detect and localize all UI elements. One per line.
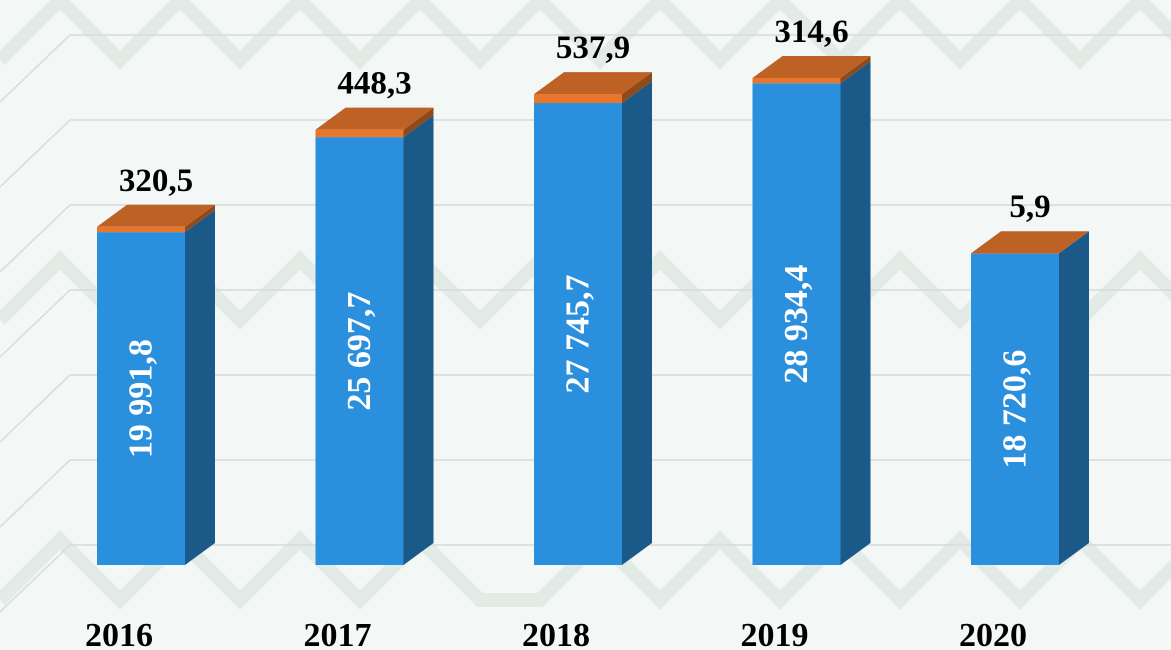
bar-top <box>315 107 434 130</box>
bar <box>315 129 404 138</box>
value-label: 28 934,4 <box>778 265 815 384</box>
x-tick-label: 2016 <box>85 617 153 650</box>
bar-side <box>1059 231 1089 254</box>
bar-side <box>185 210 215 565</box>
x-tick-label: 2018 <box>522 617 590 650</box>
value-label: 314,6 <box>774 14 848 50</box>
bar-side <box>403 107 434 138</box>
bar-top <box>97 204 215 227</box>
bar <box>534 103 622 566</box>
bar-top <box>534 72 652 95</box>
value-label: 537,9 <box>556 30 630 66</box>
bar-top <box>752 56 871 78</box>
x-tick-label: 2017 <box>304 617 372 650</box>
bar <box>752 83 841 566</box>
value-label: 25 697,7 <box>341 292 378 411</box>
bar-side <box>403 115 434 566</box>
bar-top <box>971 231 1089 254</box>
value-label: 18 720,6 <box>997 350 1034 469</box>
value-label: 320,5 <box>119 163 193 199</box>
bar <box>315 137 404 566</box>
value-label: 5,9 <box>1009 189 1050 225</box>
bar-side <box>840 56 871 84</box>
bar-side <box>1059 231 1089 565</box>
value-label: 448,3 <box>337 66 411 102</box>
x-tick-label: 2020 <box>959 617 1027 650</box>
value-label: 27 745,7 <box>560 275 597 394</box>
x-tick-label: 2019 <box>741 617 809 650</box>
bar-side <box>840 61 871 566</box>
bar <box>534 94 622 104</box>
bar <box>752 78 841 84</box>
bar <box>97 226 185 233</box>
bar <box>971 253 1059 254</box>
bar-side <box>622 81 652 566</box>
bar-side <box>622 72 652 104</box>
bar <box>97 232 185 565</box>
value-label: 19 991,8 <box>123 339 160 458</box>
bar-side <box>185 204 215 233</box>
bar <box>971 253 1059 565</box>
